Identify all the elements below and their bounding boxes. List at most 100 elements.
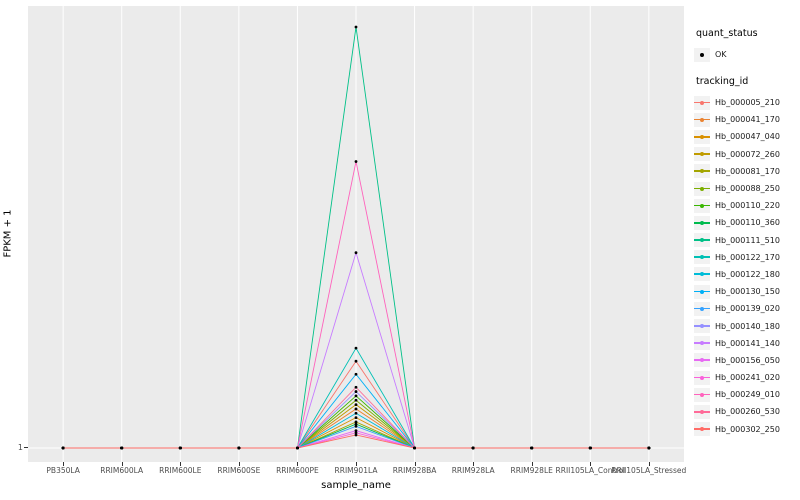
point-glyph-icon: [694, 47, 710, 62]
legend-item-label: Hb_000139_020: [715, 304, 780, 314]
data-point: [178, 446, 182, 450]
x-tick-label-RRIM600SE: RRIM600SE: [217, 466, 261, 475]
x-tick-mark: [238, 462, 240, 466]
data-point: [588, 446, 592, 450]
x-tick-label-RRIM600LA: RRIM600LA: [100, 466, 144, 475]
legend-item-Hb_000241_020: Hb_000241_020: [694, 369, 798, 386]
x-tick-label-RRIM928BA: RRIM928BA: [392, 466, 437, 475]
legend-item-Hb_000047_040: Hb_000047_040: [694, 128, 798, 145]
x-tick-label-RRIM901LA: RRIM901LA: [334, 466, 378, 475]
line-key-icon: [694, 336, 710, 351]
data-point: [354, 424, 358, 428]
data-point: [61, 446, 65, 450]
legend-item-label: Hb_000130_150: [715, 287, 780, 297]
legend-item-label: Hb_000140_180: [715, 321, 780, 331]
x-axis-title: sample_name: [321, 480, 391, 491]
x-tick-mark: [648, 462, 650, 466]
legend-item-label: Hb_000110_360: [715, 218, 780, 228]
legend-item-ok: OK: [694, 46, 798, 63]
line-key-icon: [694, 301, 710, 316]
data-point: [354, 160, 358, 163]
line-key-icon: [694, 233, 710, 248]
legend-block-quant-status: quant_status OK: [694, 28, 798, 63]
line-key-icon: [694, 319, 710, 334]
x-tick-mark: [356, 462, 357, 466]
data-point: [354, 407, 358, 411]
legend: quant_status OK tracking_id Hb_000005_21…: [692, 0, 800, 500]
data-point: [120, 446, 124, 450]
legend-item-Hb_000081_170: Hb_000081_170: [694, 163, 798, 180]
tracking-id-legend-items: Hb_000005_210 Hb_000041_170 Hb_000047_040 H…: [694, 94, 798, 438]
legend-item-label: Hb_000088_250: [715, 184, 780, 194]
data-point: [354, 433, 358, 437]
data-point: [354, 398, 358, 402]
x-tick-label-RRII105LA_Stressed: RRII105LA_Stressed: [611, 466, 687, 475]
legend-item-Hb_000139_020: Hb_000139_020: [694, 300, 798, 317]
legend-item-label: Hb_000122_170: [715, 252, 780, 262]
data-point: [354, 411, 358, 415]
y-tick-mark: [24, 447, 28, 448]
legend-item-label: Hb_000241_020: [715, 373, 780, 383]
line-key-icon: [694, 284, 710, 299]
data-point: [354, 346, 358, 350]
x-tick-label-RRII105LA_Control: RRII105LA_Control: [555, 466, 626, 475]
data-point: [354, 422, 358, 426]
data-point: [647, 446, 651, 450]
data-point: [296, 446, 299, 450]
data-point: [354, 251, 358, 255]
y-tick-label: 1: [17, 443, 23, 452]
line-key-icon: [694, 387, 710, 402]
x-tick-mark: [414, 462, 416, 466]
legend-item-Hb_000072_260: Hb_000072_260: [694, 146, 798, 163]
x-tick-label-RRIM600PE: RRIM600PE: [276, 466, 319, 475]
line-key-icon: [694, 198, 710, 213]
plot-canvas: [28, 6, 684, 462]
line-key-icon: [694, 404, 710, 419]
line-key-icon: [694, 147, 710, 162]
line-key-icon: [694, 267, 710, 282]
legend-title-tracking-id: tracking_id: [696, 76, 749, 87]
legend-item-label: Hb_000110_220: [715, 201, 780, 211]
data-point: [354, 429, 358, 433]
legend-item-Hb_000130_150: Hb_000130_150: [694, 283, 798, 300]
data-point: [354, 372, 358, 376]
legend-item-Hb_000005_210: Hb_000005_210: [694, 94, 798, 111]
x-tick-mark: [473, 462, 475, 466]
legend-item-Hb_000122_170: Hb_000122_170: [694, 249, 798, 266]
x-tick-mark: [180, 462, 182, 466]
legend-item-label: Hb_000041_170: [715, 115, 780, 125]
data-point: [354, 431, 358, 435]
plot-panel: [28, 6, 684, 462]
line-key-icon: [694, 250, 710, 265]
data-point: [354, 403, 358, 406]
legend-block-tracking-id: tracking_id Hb_000005_210 Hb_000041_170 Hb…: [694, 76, 798, 438]
legend-item-Hb_000122_180: Hb_000122_180: [694, 266, 798, 283]
legend-item-label: Hb_000260_530: [715, 407, 780, 417]
x-tick-label-RRIM928LE: RRIM928LE: [510, 466, 553, 475]
legend-item-label: Hb_000122_180: [715, 269, 780, 279]
line-key-icon: [694, 370, 710, 385]
x-tick-mark: [121, 462, 123, 466]
y-axis-title: FPKM + 1: [2, 209, 14, 258]
x-tick-label-RRIM928LA: RRIM928LA: [451, 466, 495, 475]
data-point: [354, 416, 358, 420]
data-point: [471, 446, 475, 450]
data-point: [237, 446, 241, 450]
line-key-icon: [694, 422, 710, 437]
data-point: [354, 394, 358, 398]
legend-item-label: Hb_000072_260: [715, 149, 780, 159]
line-key-icon: [694, 164, 710, 179]
line-key-icon: [694, 112, 710, 127]
legend-item-label: Hb_000302_250: [715, 424, 780, 434]
data-point: [354, 420, 358, 424]
legend-item-Hb_000140_180: Hb_000140_180: [694, 317, 798, 334]
data-point: [354, 385, 358, 389]
legend-item-label: OK: [715, 50, 727, 60]
legend-item-label: Hb_000047_040: [715, 132, 780, 142]
line-key-icon: [694, 353, 710, 368]
data-point: [354, 390, 358, 393]
legend-item-label: Hb_000081_170: [715, 166, 780, 176]
legend-item-Hb_000110_220: Hb_000110_220: [694, 197, 798, 214]
legend-item-Hb_000110_360: Hb_000110_360: [694, 214, 798, 231]
x-tick-label-PB350LA: PB350LA: [46, 466, 80, 475]
